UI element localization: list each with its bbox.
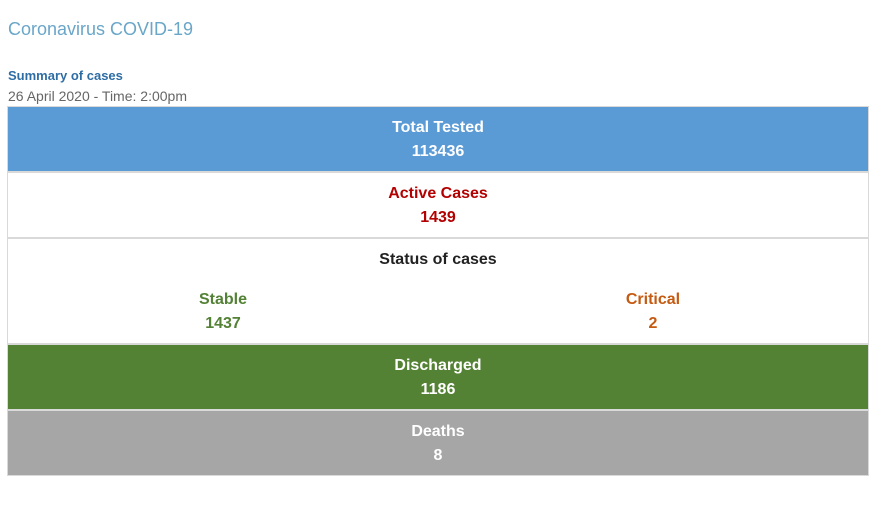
summary-date: 26 April 2020 - Time: 2:00pm — [8, 88, 187, 104]
critical-label: Critical — [625, 291, 681, 308]
critical-stat: Critical 2 — [438, 288, 868, 336]
status-of-cases-box: Status of cases Stable 1437 Critical 2 — [7, 238, 869, 344]
discharged-value: 1186 — [420, 381, 456, 398]
deaths-value: 8 — [433, 447, 443, 464]
deaths-label: Deaths — [411, 423, 465, 440]
total-tested-value: 113436 — [411, 143, 465, 160]
summary-heading: Summary of cases — [8, 68, 123, 83]
deaths-box: Deaths 8 — [7, 410, 869, 476]
active-cases-label: Active Cases — [388, 185, 488, 202]
discharged-label: Discharged — [394, 357, 482, 374]
page-title: Coronavirus COVID-19 — [8, 19, 194, 39]
stable-stat: Stable 1437 — [8, 288, 438, 336]
status-heading: Status of cases — [379, 251, 497, 268]
critical-value: 2 — [648, 315, 658, 332]
status-row: Stable 1437 Critical 2 — [8, 288, 868, 336]
discharged-box: Discharged 1186 — [7, 344, 869, 410]
active-cases-value: 1439 — [420, 209, 456, 226]
total-tested-box: Total Tested 113436 — [7, 106, 869, 172]
stable-label: Stable — [198, 291, 247, 308]
stats-panel: Total Tested 113436 Active Cases 1439 St… — [7, 106, 869, 476]
total-tested-label: Total Tested — [392, 119, 484, 136]
stable-value: 1437 — [205, 315, 241, 332]
active-cases-box: Active Cases 1439 — [7, 172, 869, 238]
